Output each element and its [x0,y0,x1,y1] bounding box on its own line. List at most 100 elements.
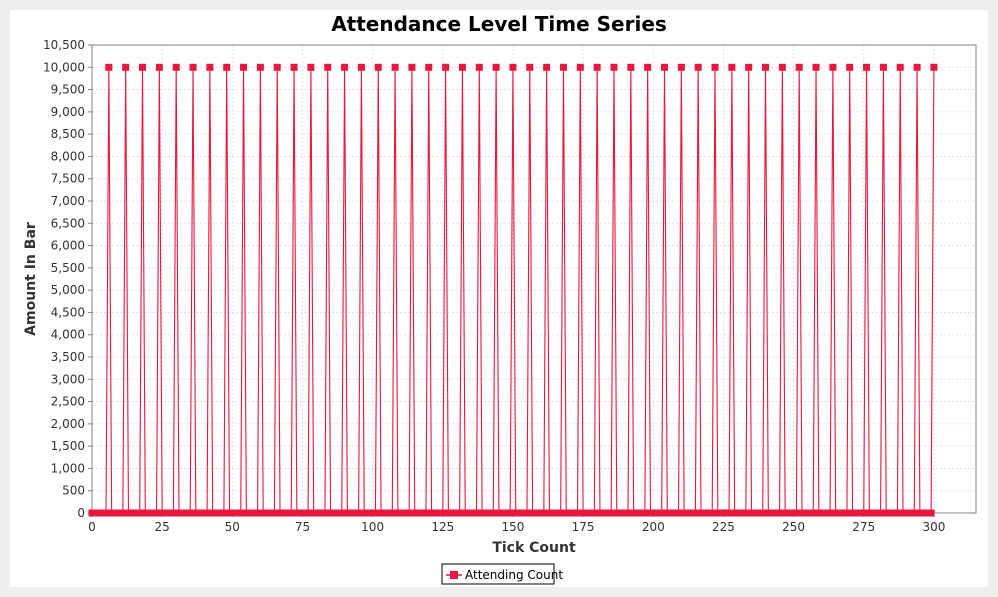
y-tick-label: 6,500 [51,216,85,230]
data-point [388,509,396,517]
legend-marker-swatch [450,571,458,579]
data-point [590,509,598,517]
data-point [458,63,466,71]
data-point [809,509,817,517]
y-tick-label: 5,500 [51,261,85,275]
data-point [658,509,666,517]
x-tick-label: 275 [852,520,875,534]
data-point [355,509,363,517]
y-tick-label: 4,500 [51,305,85,319]
data-point [321,509,329,517]
data-point [762,63,770,71]
data-point [256,63,264,71]
data-point [557,509,565,517]
data-point [357,63,365,71]
data-point [778,63,786,71]
data-point [324,63,332,71]
data-point [661,63,668,71]
data-point [506,509,514,517]
data-point [927,509,935,517]
x-tick-label: 300 [922,520,945,534]
y-tick-label: 3,500 [51,350,85,364]
x-axis: 0 25 50 75 100 125 150 175 200 225 250 275 300 [88,513,945,534]
data-point [523,509,531,517]
data-point [829,63,837,71]
data-point [795,63,803,71]
data-point [742,509,750,517]
data-point [139,63,147,71]
data-point [759,509,767,517]
y-tick-label: 10,500 [43,38,85,52]
data-point [641,509,649,517]
data-point [627,63,635,71]
data-point [405,509,413,517]
data-point [863,63,871,71]
data-point [169,509,177,517]
y-tick-label: 1,500 [51,439,85,453]
x-tick-label: 50 [225,520,240,534]
y-axis: 0 500 1,000 1,500 2,000 2,500 3,000 3,500 4,000 4… [43,38,92,520]
data-point [543,63,551,71]
legend-box [441,563,555,585]
y-tick-label: 9,000 [51,105,85,119]
chart-frame: Attendance Level Time Series 0 500 1,000 1,… [10,10,988,587]
x-tick-label: 0 [88,520,96,534]
data-point [422,509,430,517]
data-point [203,509,211,517]
data-point [456,509,464,517]
data-point [624,509,632,517]
data-point [374,63,382,71]
data-point [691,509,699,517]
data-point [607,509,615,517]
data-point [472,509,480,517]
y-tick-label: 6,000 [51,239,85,253]
chart-title: Attendance Level Time Series [331,12,667,36]
x-tick-label: 25 [155,520,170,534]
series-layer [88,63,938,517]
y-tick-label: 10,000 [43,60,85,74]
data-point [776,509,784,517]
y-tick-label: 3,000 [51,372,85,386]
data-point [223,63,231,71]
data-point [910,509,918,517]
y-tick-label: 7,500 [51,172,85,186]
x-axis-label: Tick Count [492,540,576,556]
data-point [677,63,685,71]
data-point [273,63,281,71]
data-point [206,63,214,71]
data-point [189,63,197,71]
data-point [879,63,887,71]
data-point [725,509,733,517]
data-point [593,63,601,71]
data-point [860,509,868,517]
data-point [338,509,346,517]
data-point [708,509,716,517]
y-tick-label: 8,000 [51,149,85,163]
data-point [186,509,194,517]
y-tick-label: 5,000 [51,283,85,297]
y-tick-label: 4,000 [51,328,85,342]
data-point [475,63,483,71]
data-point [122,63,130,71]
gridlines [91,44,976,514]
x-tick-label: 100 [361,520,384,534]
data-point [371,509,379,517]
data-point [237,509,245,517]
x-tick-label: 200 [642,520,665,534]
data-point [287,509,295,517]
y-tick-label: 9,500 [51,83,85,97]
data-point [846,63,854,71]
data-point [304,509,312,517]
x-tick-label: 125 [431,520,454,534]
data-point [913,63,921,71]
data-point [896,63,904,71]
data-point [408,63,416,71]
data-point [559,63,567,71]
data-point [489,509,497,517]
data-point [540,509,548,517]
data-point [153,509,161,517]
data-point [826,509,834,517]
data-point [105,63,113,71]
data-point [576,63,584,71]
data-point [290,63,298,71]
